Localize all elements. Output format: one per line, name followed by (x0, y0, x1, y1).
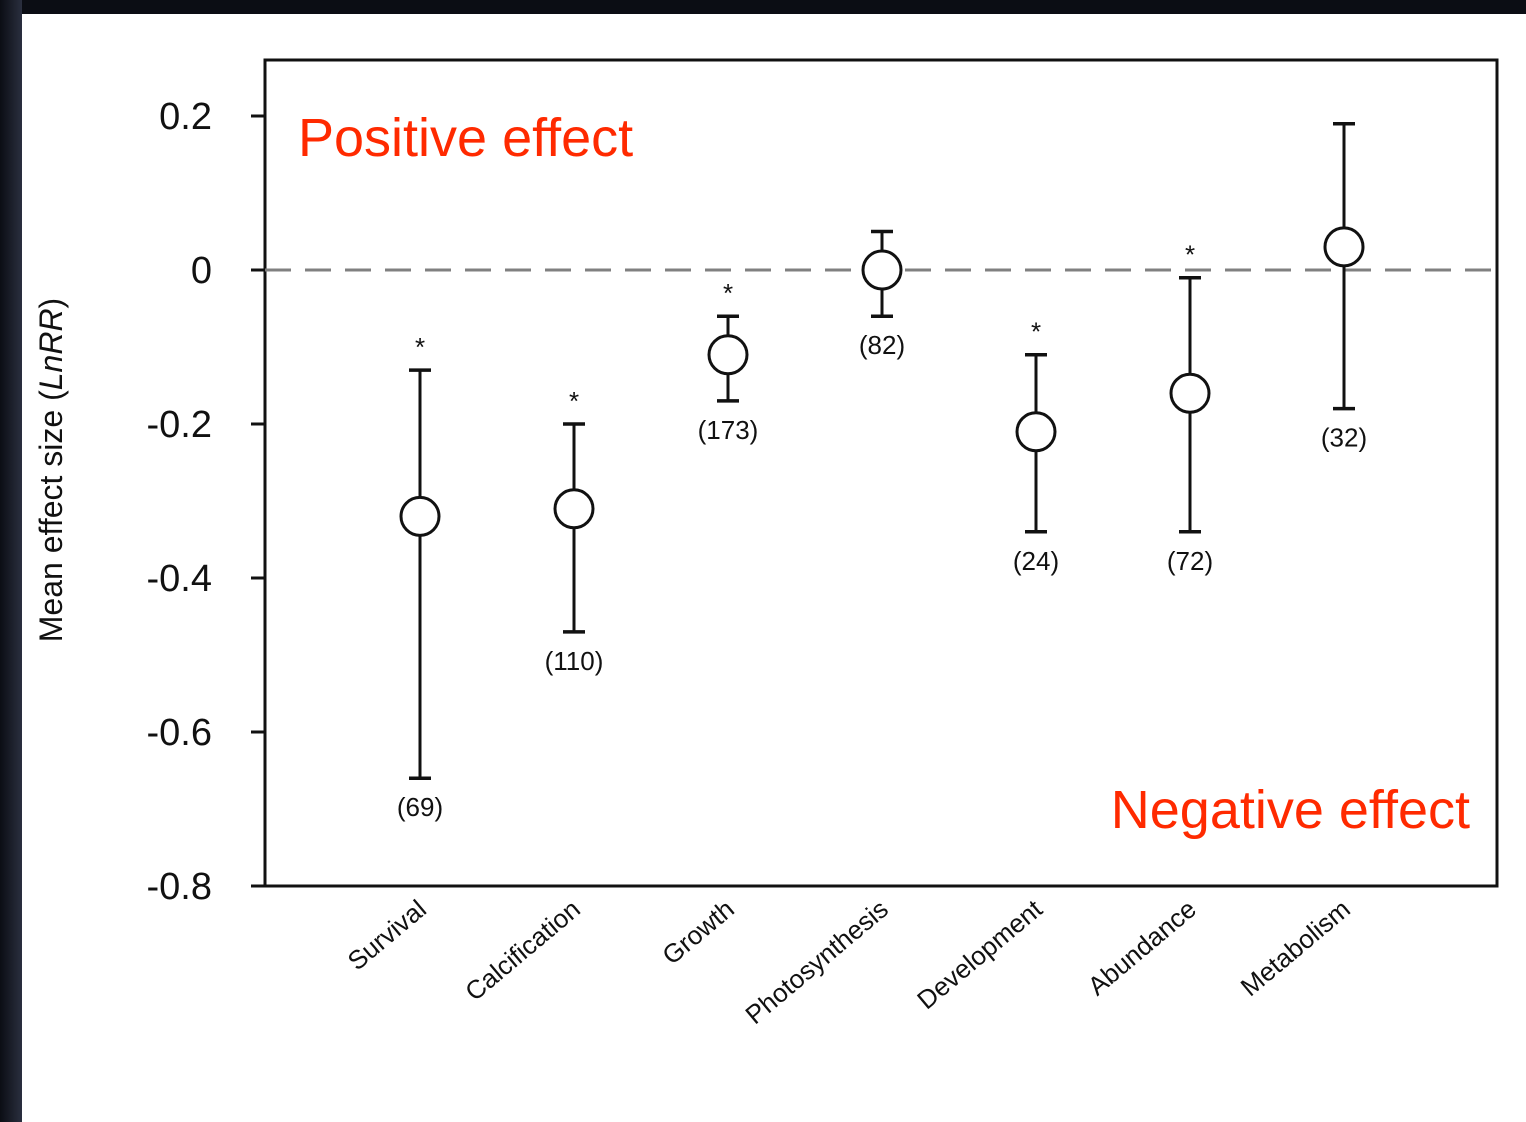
sample-size-label: (24) (1013, 546, 1059, 576)
data-point-photosynthesis: (82) (859, 229, 905, 360)
y-tick-label: -0.4 (147, 558, 212, 600)
mean-marker (1015, 411, 1057, 453)
sample-size-label: (173) (698, 415, 759, 445)
x-category-label: Growth (656, 894, 739, 971)
sample-size-label: (82) (859, 330, 905, 360)
y-tick-label: -0.6 (147, 712, 212, 754)
y-tick-label: -0.8 (147, 866, 212, 908)
x-category-label: Metabolism (1235, 894, 1356, 1002)
mean-marker (1169, 372, 1211, 414)
significance-marker: * (1031, 317, 1041, 347)
sample-size-label: (69) (397, 792, 443, 822)
mean-marker (861, 249, 903, 291)
mean-marker (553, 488, 595, 530)
y-tick-label: -0.2 (147, 404, 212, 446)
y-tick-label: 0 (191, 250, 212, 292)
positive-effect-annotation: Positive effect (298, 108, 633, 168)
data-points: * (69) * (110) * (173) (82) * (24) * (72) (32) (397, 121, 1367, 822)
sample-size-label: (32) (1321, 423, 1367, 453)
x-category-label: Calcification (459, 894, 586, 1007)
significance-marker: * (723, 278, 733, 308)
data-point-metabolism: (32) (1321, 121, 1367, 453)
data-point-development: * (24) (1013, 317, 1059, 576)
y-tick-label: 0.2 (159, 96, 212, 138)
significance-marker: * (1185, 240, 1195, 270)
data-point-survival: * (69) (397, 332, 443, 822)
sample-size-label: (72) (1167, 546, 1213, 576)
x-category-label: Survival (342, 894, 432, 976)
significance-marker: * (569, 386, 579, 416)
negative-effect-annotation: Negative effect (1111, 780, 1470, 840)
data-point-growth: * (173) (698, 278, 759, 445)
mean-marker (707, 334, 749, 376)
significance-marker: * (415, 332, 425, 362)
mean-marker (399, 495, 441, 537)
data-point-abundance: * (72) (1167, 240, 1213, 576)
x-axis-labels: Survival Calcification Growth Photosynthesi… (342, 893, 1356, 1030)
x-category-label: Abundance (1082, 894, 1202, 1002)
y-axis-title: Mean effect size (LnRR) (33, 298, 69, 642)
y-axis-ticks: 0.2 0 -0.2 -0.4 -0.6 -0.8 (147, 96, 265, 908)
x-category-label: Photosynthesis (739, 894, 893, 1030)
plot-frame (263, 58, 1499, 888)
data-point-calcification: * (110) (545, 386, 604, 676)
x-category-label: Development (911, 893, 1048, 1015)
mean-marker (1323, 226, 1365, 268)
slide-left-border (0, 0, 22, 1122)
slide-top-border (0, 0, 1526, 14)
sample-size-label: (110) (545, 646, 604, 676)
